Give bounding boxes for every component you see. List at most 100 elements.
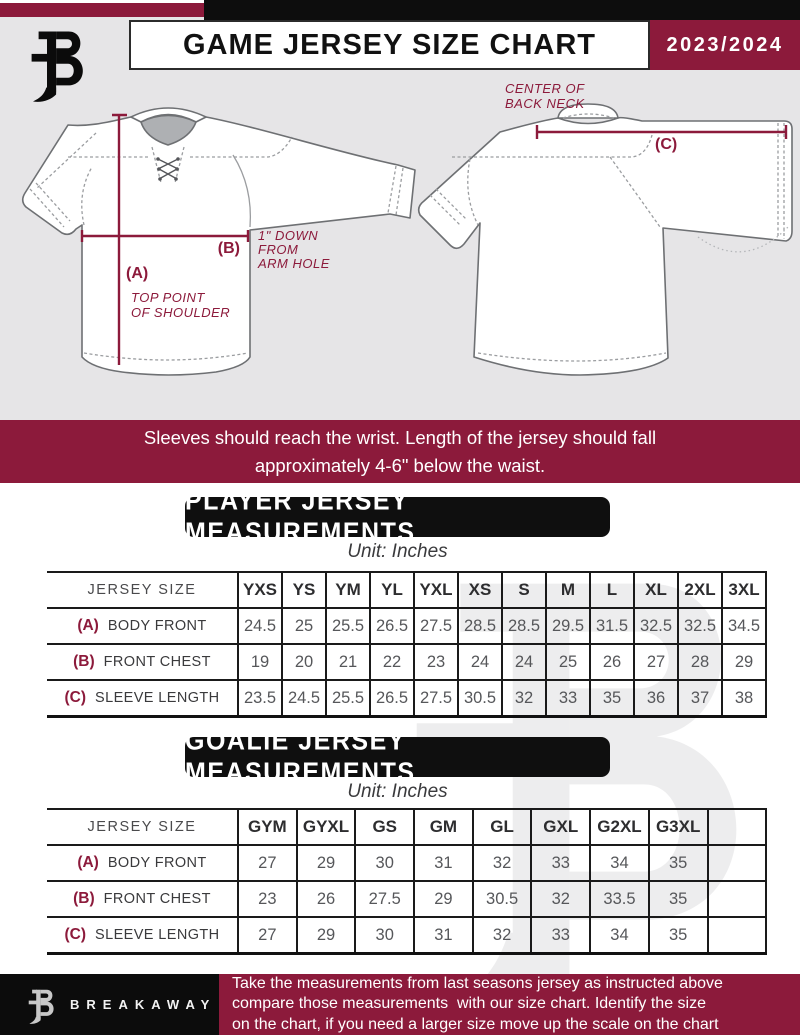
goalie-section-title: GOALIE JERSEY MEASUREMENTS	[185, 725, 416, 788]
size-column-header: GYM	[237, 808, 297, 846]
size-value-cell: 32	[471, 916, 532, 955]
measurement-row-label: (A) BODY FRONT	[47, 607, 238, 645]
size-value-cell: 32.5	[677, 607, 722, 645]
size-column-header: 3XL	[721, 571, 767, 609]
size-value-cell: 34.5	[721, 607, 767, 645]
size-value-cell: 33.5	[589, 880, 649, 918]
size-value-cell: 25.5	[325, 679, 370, 718]
size-value-cell: 29	[413, 880, 473, 918]
label-c: (C)	[655, 136, 677, 153]
label-a: (A)	[126, 265, 148, 282]
size-value-cell: 37	[677, 679, 722, 718]
size-value-cell: 33	[530, 916, 591, 955]
measurement-name: SLEEVE LENGTH	[95, 690, 220, 706]
size-value-cell: 31	[413, 916, 473, 955]
size-value-cell: 35	[589, 679, 634, 718]
measurement-name: BODY FRONT	[107, 618, 207, 634]
size-value-cell: 24.5	[281, 679, 326, 718]
size-value-cell: 34	[589, 916, 649, 955]
size-column-header: YL	[369, 571, 414, 609]
measurement-key: (A)	[77, 854, 99, 871]
size-column-header	[706, 808, 768, 846]
size-column-header: M	[545, 571, 590, 609]
footer-note-panel: Take the measurements from last seasons …	[219, 974, 800, 1035]
measurement-annotations	[80, 113, 788, 365]
size-column-header: L	[589, 571, 634, 609]
size-value-cell: 20	[281, 643, 326, 681]
measurement-row-label: (C) SLEEVE LENGTH	[47, 679, 238, 718]
size-value-cell: 30.5	[457, 679, 502, 718]
measurement-key: (A)	[77, 617, 99, 634]
jersey-diagrams: (B) 1" DOWN FROM ARM HOLE (A) TOP POINT …	[21, 81, 793, 376]
footer-note-line: on the chart, if you need a larger size …	[232, 1015, 719, 1033]
size-value-cell: 33	[545, 679, 590, 718]
size-table: JERSEY SIZE YXS YS YM YL YXL XS S M L XL 2XL 3XL (A) B…	[47, 571, 767, 718]
size-value-cell: 36	[633, 679, 678, 718]
table-row: (B) FRONT CHEST 23 26 27.5 29 30.5 32 33.5 35	[47, 880, 768, 918]
footer-logo-icon	[28, 989, 54, 1024]
table-row: (A) BODY FRONT 24.5 25 25.5 26.5 27.5 28.5 28.5 2…	[47, 607, 767, 645]
measurement-row-label: (C) SLEEVE LENGTH	[47, 916, 238, 955]
season-badge: 2023/2024	[650, 20, 800, 70]
table-row: (B) FRONT CHEST 19 20 21 22 23 24 24 25 26 27 28 29	[47, 643, 767, 681]
goalie-section-title-bar: GOALIE JERSEY MEASUREMENTS	[185, 726, 610, 787]
size-column-header: YM	[325, 571, 370, 609]
size-value-cell: 32	[501, 679, 546, 718]
size-value-cell: 26.5	[369, 607, 414, 645]
size-column-header: S	[501, 571, 546, 609]
fit-note-line: approximately 4-6" below the waist.	[254, 454, 546, 476]
size-value-cell: 23	[237, 880, 297, 918]
size-value-cell: 29	[295, 844, 356, 882]
size-value-cell: 29.5	[545, 607, 590, 645]
size-value-cell: 22	[369, 643, 414, 681]
size-value-cell: 33	[530, 844, 591, 882]
size-value-cell: 26	[295, 880, 356, 918]
measurement-key: (B)	[73, 653, 95, 670]
size-column-header: G2XL	[589, 808, 649, 846]
footer-note-line: Take the measurements from last seasons …	[232, 974, 723, 992]
label-a-caption-1: TOP POINT	[131, 290, 205, 305]
label-b-caption-2: FROM	[258, 242, 298, 257]
goalie-unit-label: Unit: Inches	[347, 781, 448, 802]
player-unit-label: Unit: Inches	[347, 541, 448, 562]
measure-line-c	[535, 125, 788, 139]
size-column-header: G3XL	[647, 808, 708, 846]
size-value-cell: 31.5	[589, 607, 634, 645]
size-value-cell: 30.5	[471, 880, 532, 918]
measurement-key: (C)	[64, 689, 87, 706]
front-jersey-drawing	[21, 107, 416, 376]
size-value-cell: 38	[721, 679, 767, 718]
player-size-table: JERSEY SIZE YXS YS YM YL YXL XS S M L XL 2XL 3XL (A) B…	[47, 571, 767, 718]
size-value-cell: 26	[589, 643, 634, 681]
player-section-title: PLAYER JERSEY MEASUREMENTS	[185, 485, 416, 548]
size-table: JERSEY SIZE GYM GYXL GS GM GL GXL G2XL G3XL (A) BO…	[47, 808, 768, 955]
size-value-cell: 27.5	[354, 880, 415, 918]
size-value-cell: 30	[354, 844, 415, 882]
size-value-cell: 21	[325, 643, 370, 681]
size-value-cell: 27.5	[413, 679, 458, 718]
label-c-caption-2: BACK NECK	[505, 96, 585, 111]
size-value-cell: 32	[530, 880, 591, 918]
footer-brand-name: BREAKAWAY	[70, 997, 217, 1012]
size-value-cell: 27.5	[413, 607, 458, 645]
label-a-caption-2: OF SHOULDER	[131, 305, 230, 320]
size-value-cell: 32.5	[633, 607, 678, 645]
measure-line-a	[112, 113, 127, 365]
table-row: (C) SLEEVE LENGTH 23.5 24.5 25.5 26.5 27.5 30.5…	[47, 679, 767, 718]
jersey-size-corner-label: JERSEY SIZE	[47, 808, 238, 846]
measurement-row-label: (B) FRONT CHEST	[47, 880, 238, 918]
measure-line-b	[80, 230, 250, 242]
size-value-cell: 24	[457, 643, 502, 681]
brand-logo-icon	[31, 31, 83, 102]
size-value-cell: 29	[295, 916, 356, 955]
size-value-cell: 26.5	[369, 679, 414, 718]
table-row: (A) BODY FRONT 27 29 30 31 32 33 34 35	[47, 844, 768, 882]
measurement-name: FRONT CHEST	[103, 654, 211, 670]
size-value-cell: 35	[647, 844, 708, 882]
size-value-cell: 27	[237, 844, 297, 882]
measurement-key: (C)	[64, 926, 87, 943]
fit-note-banner: Sleeves should reach the wrist. Length o…	[0, 420, 800, 483]
size-column-header: XL	[633, 571, 678, 609]
size-value-cell: 29	[721, 643, 767, 681]
size-column-header: GL	[471, 808, 532, 846]
